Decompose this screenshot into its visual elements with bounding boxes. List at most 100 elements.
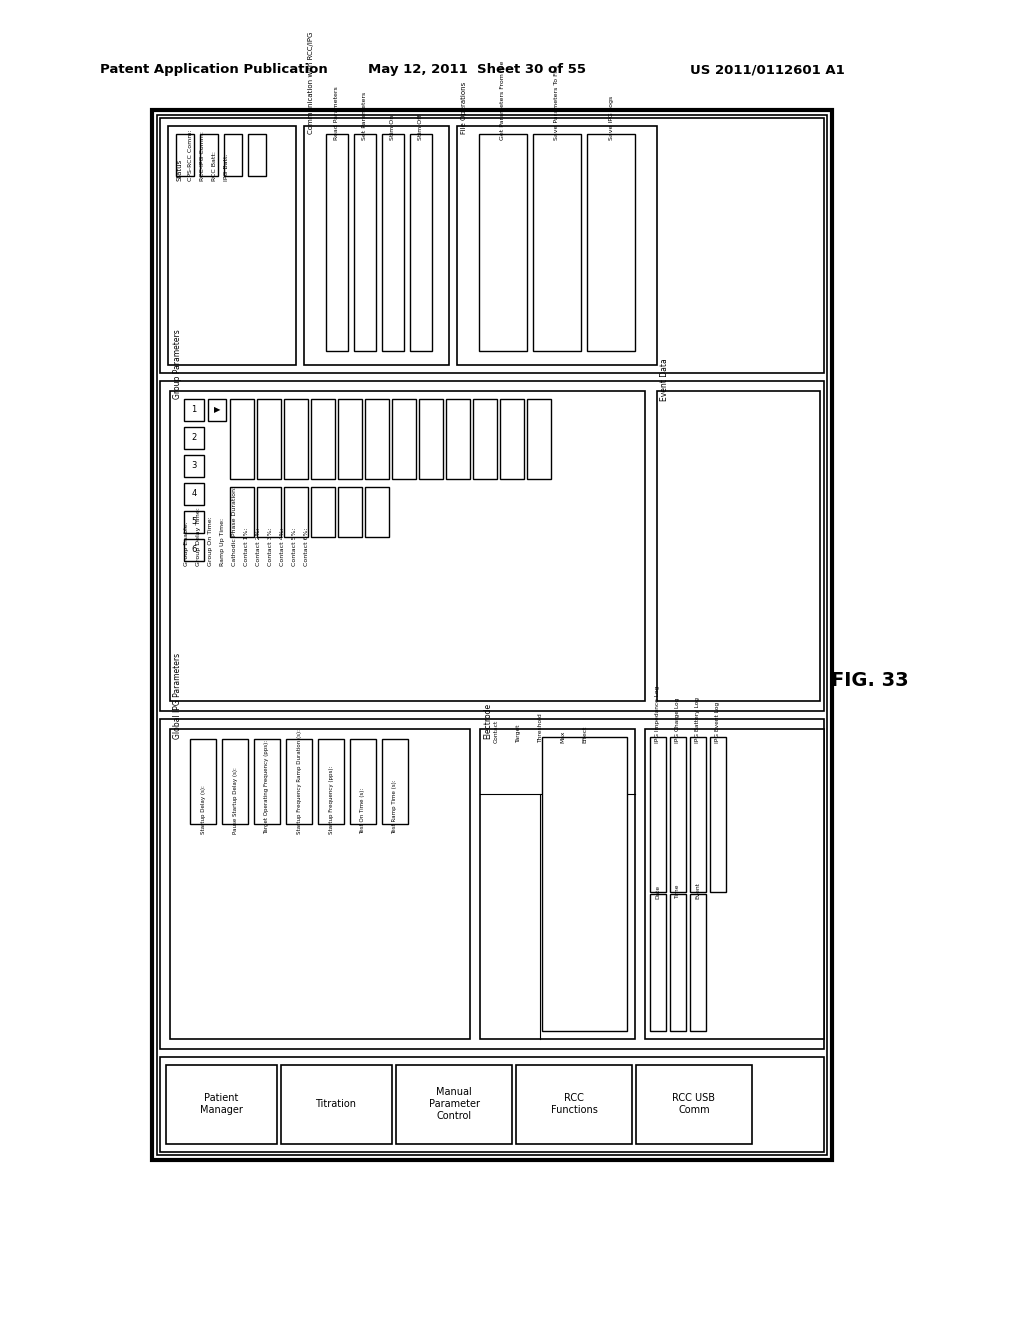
Bar [645, 729, 824, 1039]
Bar [311, 399, 335, 479]
Bar [365, 487, 389, 537]
Text: US 2011/0112601 A1: US 2011/0112601 A1 [690, 63, 845, 77]
Text: Contact: Contact [494, 719, 499, 743]
Text: Startup Frequency Ramp Duration (s):: Startup Frequency Ramp Duration (s): [297, 729, 301, 834]
Bar [382, 739, 408, 824]
Bar [527, 399, 551, 479]
Text: Time: Time [676, 884, 681, 899]
Text: IPG Battery Log: IPG Battery Log [695, 697, 700, 743]
Text: Group Delay Time:: Group Delay Time: [196, 507, 201, 566]
Bar [650, 737, 666, 892]
Text: RCC
Functions: RCC Functions [551, 1093, 597, 1115]
Text: 2: 2 [191, 433, 197, 442]
Text: Global IPG Parameters: Global IPG Parameters [173, 653, 182, 739]
Bar [248, 135, 266, 176]
Bar [473, 399, 497, 479]
Text: Save IPG Logs: Save IPG Logs [608, 96, 613, 140]
Bar [304, 125, 449, 366]
Bar [500, 399, 524, 479]
Bar [636, 1065, 752, 1144]
Text: Startup Delay (s):: Startup Delay (s): [201, 785, 206, 834]
Bar [176, 135, 194, 176]
Bar [318, 739, 344, 824]
Bar [516, 1065, 632, 1144]
Bar [365, 399, 389, 479]
Text: ▶: ▶ [214, 405, 220, 414]
Bar [160, 117, 824, 374]
Text: Cathodic Phase Duration:: Cathodic Phase Duration: [232, 486, 237, 566]
Bar [184, 511, 204, 533]
Bar [350, 739, 376, 824]
Text: Contact 6%:: Contact 6%: [304, 528, 309, 566]
Text: Stim Off: Stim Off [419, 115, 424, 140]
Text: 5: 5 [191, 517, 197, 527]
Text: IPG Batt:: IPG Batt: [224, 153, 229, 181]
Bar [650, 894, 666, 1031]
Bar [170, 729, 470, 1039]
Text: RCC USB
Comm: RCC USB Comm [673, 1093, 716, 1115]
Text: Date: Date [655, 884, 660, 899]
Text: 3: 3 [191, 462, 197, 470]
Text: Titration: Titration [315, 1100, 356, 1109]
Bar [208, 399, 226, 421]
Bar [168, 125, 296, 366]
Text: Stim On: Stim On [390, 115, 395, 140]
Text: Startup Frequency (pps):: Startup Frequency (pps): [329, 766, 334, 834]
Text: 1: 1 [191, 405, 197, 414]
Text: RCC Batt:: RCC Batt: [212, 150, 217, 181]
Bar [382, 135, 404, 351]
Text: Status: Status [176, 158, 182, 181]
Bar [446, 399, 470, 479]
Text: Electrode: Electrode [483, 702, 492, 739]
Text: Target Operating Frequency (pps):: Target Operating Frequency (pps): [264, 741, 269, 834]
Text: Manual
Parameter
Control: Manual Parameter Control [428, 1088, 479, 1121]
Text: IPG Charge Log: IPG Charge Log [676, 698, 681, 743]
Text: RCC-IPG Comm:: RCC-IPG Comm: [200, 131, 205, 181]
Bar [281, 1065, 392, 1144]
Text: Set Parameters: Set Parameters [362, 92, 368, 140]
Text: Ramp Up Time:: Ramp Up Time: [220, 517, 225, 566]
Text: Event: Event [695, 882, 700, 899]
Text: Contact 4%:: Contact 4%: [280, 527, 285, 566]
Bar [311, 487, 335, 537]
Bar [286, 739, 312, 824]
Bar [184, 539, 204, 561]
Text: Patent Application Publication: Patent Application Publication [100, 63, 328, 77]
Bar [410, 135, 432, 351]
Bar [284, 487, 308, 537]
Bar [160, 1057, 824, 1152]
Text: Test Ramp Time (s):: Test Ramp Time (s): [392, 779, 397, 834]
Bar [670, 737, 686, 892]
Bar [480, 729, 635, 1039]
Text: Target: Target [516, 725, 521, 743]
Bar [166, 1065, 278, 1144]
Text: Event Data: Event Data [660, 358, 669, 401]
Bar [157, 115, 827, 1155]
Bar [587, 135, 635, 351]
Text: Contact 3%:: Contact 3%: [268, 527, 273, 566]
Text: Test On Time (s):: Test On Time (s): [360, 788, 366, 834]
Text: Effect: Effect [582, 726, 587, 743]
Bar [257, 399, 281, 479]
Text: 4: 4 [191, 490, 197, 499]
Bar [224, 135, 242, 176]
Text: Get Parameters From File: Get Parameters From File [501, 61, 506, 140]
Bar [534, 135, 581, 351]
Bar [190, 739, 216, 824]
Text: Patient
Manager: Patient Manager [200, 1093, 243, 1115]
Bar [230, 399, 254, 479]
Text: Threshold: Threshold [538, 713, 543, 743]
Bar [160, 719, 824, 1049]
Bar [284, 399, 308, 479]
Bar [542, 737, 627, 1031]
Bar [170, 391, 645, 701]
Bar [354, 135, 376, 351]
Bar [338, 399, 362, 479]
Text: 6: 6 [191, 545, 197, 554]
Bar [326, 135, 348, 351]
Bar [184, 455, 204, 477]
Bar [257, 487, 281, 537]
Bar [419, 399, 443, 479]
Text: Group On Time:: Group On Time: [208, 516, 213, 566]
Bar [160, 381, 824, 711]
